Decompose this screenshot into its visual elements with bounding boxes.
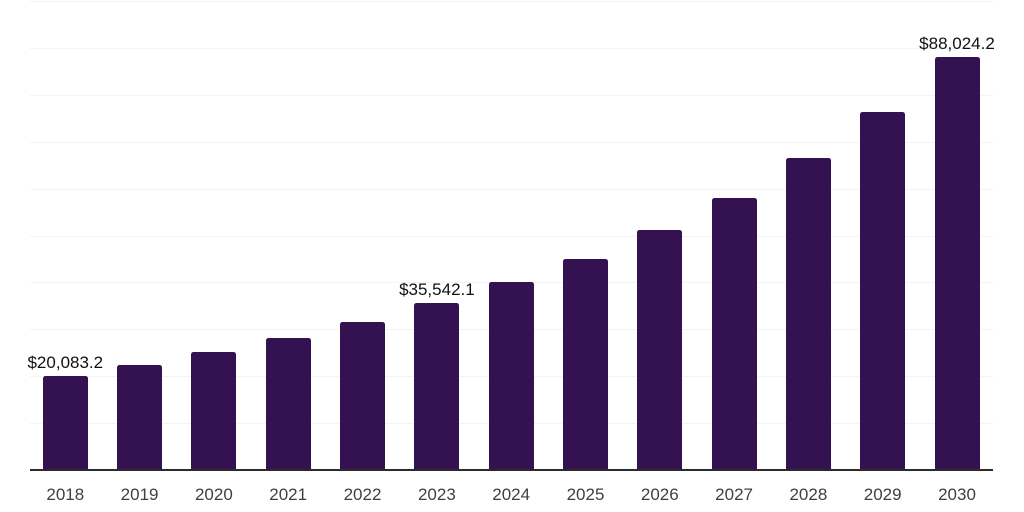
x-axis-label-2029: 2029 bbox=[863, 485, 902, 504]
bar-2018 bbox=[42, 375, 88, 470]
gridline bbox=[30, 1, 993, 2]
bar-2021 bbox=[265, 338, 311, 470]
x-axis-label-2024: 2024 bbox=[492, 485, 531, 504]
x-axis-label-2023: 2023 bbox=[417, 485, 456, 504]
x-axis-label-2019: 2019 bbox=[120, 485, 159, 504]
bar-2026 bbox=[637, 229, 683, 470]
bar-2027 bbox=[711, 197, 757, 470]
bar-2020 bbox=[191, 351, 237, 470]
bar-value-label-2018: $20,083.2 bbox=[27, 352, 104, 372]
gridline bbox=[30, 94, 993, 96]
bar-value-label-2030: $88,024.2 bbox=[919, 34, 995, 54]
x-axis-label-2028: 2028 bbox=[789, 485, 828, 504]
x-axis-label-2022: 2022 bbox=[343, 485, 382, 504]
bar-2025 bbox=[563, 258, 608, 470]
bar-2024 bbox=[488, 281, 534, 470]
x-axis-label-2026: 2026 bbox=[640, 485, 679, 504]
bar-2029 bbox=[860, 111, 906, 470]
x-axis-label-2020: 2020 bbox=[194, 485, 233, 504]
x-axis-line bbox=[30, 469, 993, 471]
gridline bbox=[30, 188, 993, 190]
x-axis-label-2018: 2018 bbox=[46, 485, 85, 504]
bar-2022 bbox=[340, 321, 385, 470]
bar-value-label-2023: $35,542.1 bbox=[399, 280, 475, 300]
bar-2019 bbox=[117, 365, 163, 470]
x-axis-label-2021: 2021 bbox=[269, 485, 308, 504]
gridline bbox=[30, 235, 993, 237]
bar-2023 bbox=[414, 303, 460, 470]
gridline bbox=[30, 47, 993, 49]
x-axis-label-2025: 2025 bbox=[566, 485, 605, 504]
bar-2030 bbox=[934, 57, 980, 470]
bar-2028 bbox=[785, 157, 831, 470]
gridline bbox=[30, 141, 993, 143]
x-axis-label-2030: 2030 bbox=[938, 485, 976, 504]
x-axis-label-2027: 2027 bbox=[715, 485, 754, 504]
